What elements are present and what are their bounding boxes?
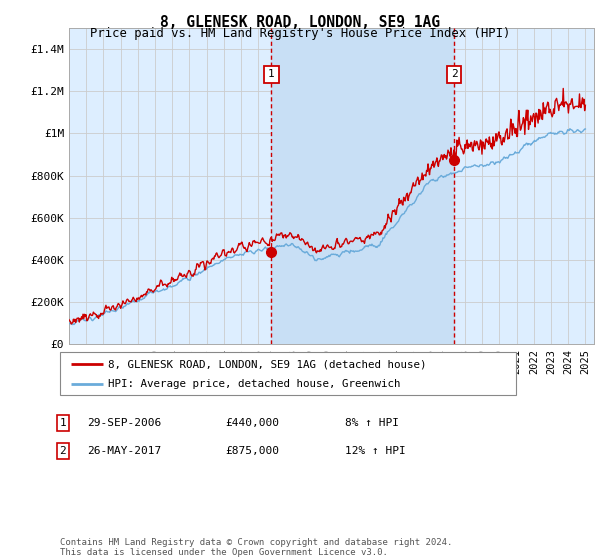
Text: £875,000: £875,000 <box>225 446 279 456</box>
Text: 29-SEP-2006: 29-SEP-2006 <box>87 418 161 428</box>
Text: 8, GLENESK ROAD, LONDON, SE9 1AG: 8, GLENESK ROAD, LONDON, SE9 1AG <box>160 15 440 30</box>
Text: 8, GLENESK ROAD, LONDON, SE9 1AG (detached house): 8, GLENESK ROAD, LONDON, SE9 1AG (detach… <box>108 359 427 369</box>
FancyBboxPatch shape <box>60 352 516 395</box>
Text: 1: 1 <box>59 418 67 428</box>
Text: £440,000: £440,000 <box>225 418 279 428</box>
Text: HPI: Average price, detached house, Greenwich: HPI: Average price, detached house, Gree… <box>108 379 400 389</box>
Text: 26-MAY-2017: 26-MAY-2017 <box>87 446 161 456</box>
Text: 2: 2 <box>59 446 67 456</box>
Text: 12% ↑ HPI: 12% ↑ HPI <box>345 446 406 456</box>
Text: Price paid vs. HM Land Registry's House Price Index (HPI): Price paid vs. HM Land Registry's House … <box>90 27 510 40</box>
Text: 2: 2 <box>451 69 457 80</box>
Text: 1: 1 <box>268 69 275 80</box>
Bar <box>271 28 454 344</box>
Text: 8% ↑ HPI: 8% ↑ HPI <box>345 418 399 428</box>
Text: Contains HM Land Registry data © Crown copyright and database right 2024.
This d: Contains HM Land Registry data © Crown c… <box>60 538 452 557</box>
